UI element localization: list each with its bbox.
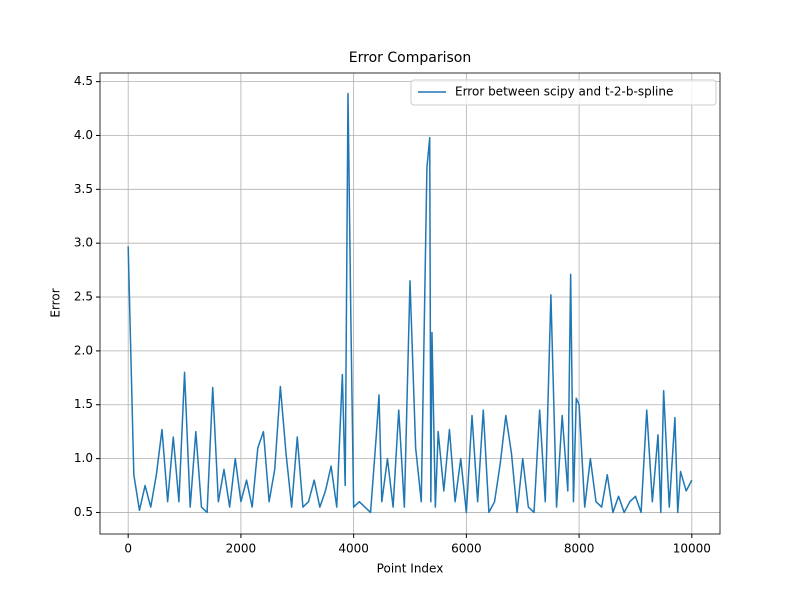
x-tick-label: 2000	[226, 542, 257, 556]
y-tick-label: 0.5	[74, 505, 93, 519]
x-tick-label: 6000	[451, 542, 482, 556]
legend-box	[410, 79, 717, 106]
chart-title: Error Comparison	[349, 50, 471, 66]
x-tick-label: 10000	[673, 542, 711, 556]
y-tick-label: 4.5	[74, 74, 93, 88]
legend-label: Error between scipy and t-2-b-spline	[455, 85, 673, 99]
y-tick-label: 1.5	[74, 397, 93, 411]
x-tick-label: 8000	[564, 542, 595, 556]
y-tick-label: 2.0	[74, 343, 93, 357]
y-tick-label: 4.0	[74, 128, 93, 142]
data-line	[127, 92, 693, 514]
y-tick-label: 1.0	[74, 451, 93, 465]
plot-frame	[99, 72, 721, 535]
y-axis-label: Error	[49, 288, 63, 317]
y-tick-label: 3.5	[74, 182, 93, 196]
x-tick-label: 0	[124, 542, 132, 556]
x-tick-label: 4000	[338, 542, 369, 556]
x-axis-label: Point Index	[377, 562, 444, 576]
y-tick-label: 3.0	[74, 236, 93, 250]
y-tick-label: 2.5	[74, 290, 93, 304]
